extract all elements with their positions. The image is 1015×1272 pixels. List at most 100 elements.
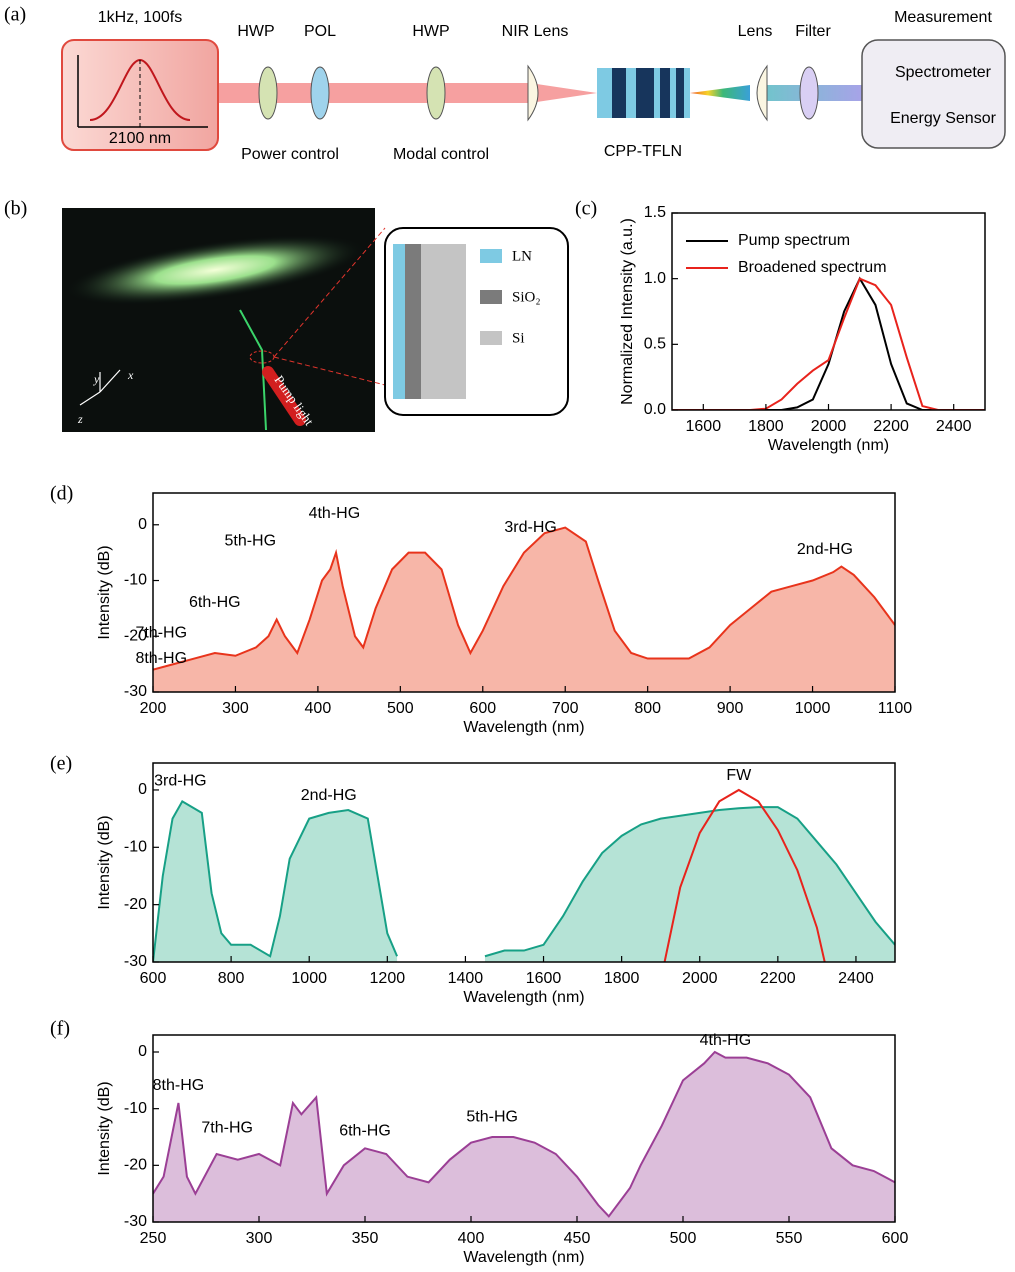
frame — [152, 762, 896, 963]
component-label: HWP — [237, 23, 274, 40]
frame — [152, 1034, 896, 1223]
x-tick-label: 600 — [469, 700, 496, 717]
annotation: 4th-HG — [700, 1032, 752, 1049]
y-tick-label: -20 — [124, 896, 147, 913]
line — [153, 1050, 895, 1218]
measurement-box — [861, 39, 1006, 149]
legend-swatch — [480, 249, 502, 263]
x-tick-label: 300 — [246, 1230, 273, 1247]
x-axis-label: Wavelength (nm) — [463, 989, 584, 1006]
annotation: 8th-HG — [135, 650, 187, 667]
measurement-title: Measurement — [894, 9, 992, 26]
device-photo: y x z Pump light LN SiO₂ Si — [62, 208, 569, 432]
x-tick-label: 500 — [670, 1230, 697, 1247]
optic — [258, 66, 278, 120]
x-tick-label: 900 — [717, 700, 744, 717]
optic — [426, 66, 446, 120]
x-tick-label: 2400 — [936, 418, 972, 435]
area — [153, 1052, 895, 1222]
x-tick-label: 600 — [882, 1230, 909, 1247]
y-axis-label: Intensity (dB) — [96, 815, 113, 909]
annotation: 5th-HG — [466, 1108, 518, 1125]
y-tick-label: 0.0 — [644, 401, 666, 418]
line — [663, 788, 826, 962]
annotation: 2nd-HG — [797, 541, 853, 558]
x-tick-label: 1000 — [291, 970, 327, 987]
x-tick-label: 700 — [552, 700, 579, 717]
line — [672, 277, 985, 410]
annotation: FW — [726, 767, 752, 784]
y-tick-label: -20 — [124, 1157, 147, 1174]
x-tick-label: 250 — [140, 1230, 167, 1247]
annotation: 7th-HG — [135, 625, 187, 642]
group-label: CPP-TFLN — [604, 143, 682, 160]
y-tick-label: -30 — [124, 683, 147, 700]
legend-label: Broadened spectrum — [738, 259, 887, 276]
line — [153, 526, 895, 671]
optic — [310, 66, 330, 120]
x-tick-label: 800 — [634, 700, 661, 717]
legend-swatch — [480, 290, 502, 304]
component-label: NIR Lens — [502, 23, 569, 40]
x-tick-label: 2200 — [873, 418, 909, 435]
component-label: Lens — [738, 23, 773, 40]
x-tick-label: 1800 — [748, 418, 784, 435]
y-tick-label: -10 — [124, 839, 147, 856]
x-axis-label: Wavelength (nm) — [463, 719, 584, 736]
x-tick-label: 2000 — [811, 418, 847, 435]
y-tick-label: -10 — [124, 1100, 147, 1117]
y-tick-label: -10 — [124, 572, 147, 589]
axis-label: z — [77, 412, 83, 426]
y-tick-label: -30 — [124, 1213, 147, 1230]
plot-area — [672, 276, 985, 410]
x-tick-label: 450 — [564, 1230, 591, 1247]
plot-area — [153, 1050, 895, 1222]
optic — [527, 64, 539, 122]
x-tick-label: 600 — [140, 970, 167, 987]
x-tick-label: 2000 — [682, 970, 718, 987]
panel-label: (e) — [50, 753, 72, 775]
source-label: 1kHz, 100fs — [98, 9, 182, 26]
x-tick-label: 500 — [387, 700, 414, 717]
panel-label: (d) — [50, 483, 73, 505]
layer — [393, 244, 405, 399]
legend-swatch — [480, 331, 502, 345]
y-tick-label: -30 — [124, 953, 147, 970]
setup-diagram: 1kHz, 100fs 2100 nm HWP POL HWP NIR Lens… — [61, 9, 1006, 163]
panel-label: (f) — [50, 1018, 70, 1040]
panel-label: (a) — [4, 4, 26, 26]
zoom-line — [273, 227, 386, 358]
glow — [66, 235, 364, 305]
layer — [421, 244, 466, 399]
x-tick-label: 400 — [305, 700, 332, 717]
line — [153, 800, 895, 962]
plot-area — [153, 526, 895, 692]
x-tick-label: 200 — [140, 700, 167, 717]
plot-area — [153, 788, 895, 962]
chip-edge — [239, 309, 267, 431]
annotation: 7th-HG — [201, 1120, 253, 1137]
frame — [152, 492, 896, 693]
panel-label: (c) — [575, 198, 597, 220]
axes-glyph — [79, 369, 121, 406]
y-tick-label: 0 — [138, 516, 147, 533]
x-axis-label: Wavelength (nm) — [463, 1249, 584, 1266]
group-label: Power control — [241, 146, 339, 163]
optic — [756, 64, 768, 122]
pump-beam — [262, 366, 306, 426]
x-tick-label: 300 — [222, 700, 249, 717]
annotation: 3rd-HG — [504, 519, 556, 536]
annotation: 6th-HG — [339, 1123, 391, 1140]
x-tick-label: 350 — [352, 1230, 379, 1247]
annotation: 3rd-HG — [154, 773, 206, 790]
x-tick-label: 550 — [776, 1230, 803, 1247]
annotation: 8th-HG — [153, 1077, 205, 1094]
y-axis-label: Intensity (dB) — [96, 1081, 113, 1175]
wavelength-label: 2100 nm — [109, 130, 171, 147]
component-label: POL — [304, 23, 336, 40]
line — [672, 276, 985, 410]
beam — [690, 85, 750, 101]
legend-label: Si — [512, 330, 525, 346]
